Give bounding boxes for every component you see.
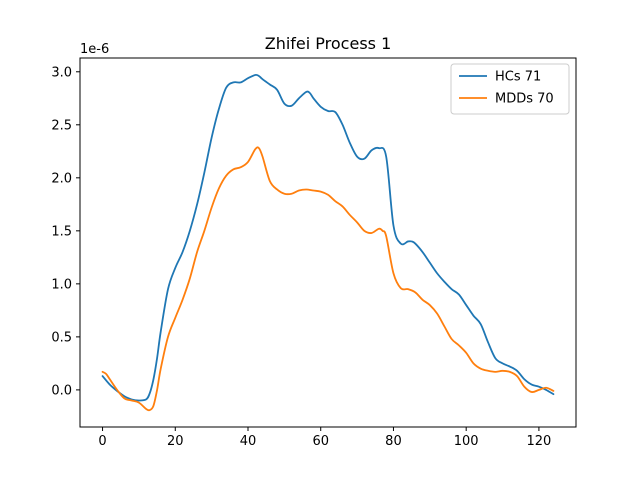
x-tick-label: 80 [385, 434, 402, 449]
y-tick-label: 2.0 [51, 171, 72, 186]
chart-title: Zhifei Process 1 [265, 34, 392, 53]
x-tick-label: 60 [312, 434, 329, 449]
x-axis: 0 20 40 60 80 100 120 [98, 427, 551, 449]
y-tick-label: 1.0 [51, 277, 72, 292]
y-tick-label: 1.5 [51, 224, 72, 239]
y-offset-text: 1e-6 [80, 42, 109, 57]
y-tick-label: 3.0 [51, 65, 72, 80]
series-line-1 [101, 73, 555, 402]
x-tick-label: 100 [454, 434, 479, 449]
x-tick-label: 120 [526, 434, 551, 449]
x-tick-label: 40 [240, 434, 257, 449]
y-tick-label: 0.5 [51, 330, 72, 345]
x-tick-label: 20 [167, 434, 184, 449]
legend-label: MDDs 70 [495, 92, 554, 107]
y-axis: 0.0 0.5 1.0 1.5 2.0 2.5 3.0 [51, 65, 80, 398]
x-tick-label: 0 [98, 434, 106, 449]
y-tick-label: 2.5 [51, 118, 72, 133]
y-tick-label: 0.0 [51, 383, 72, 398]
legend: HCs 71 MDDs 70 [450, 63, 570, 115]
series-layer [101, 73, 555, 412]
series-line-2 [101, 146, 555, 412]
axes-frame [79, 57, 577, 428]
legend-label: HCs 71 [495, 70, 541, 85]
